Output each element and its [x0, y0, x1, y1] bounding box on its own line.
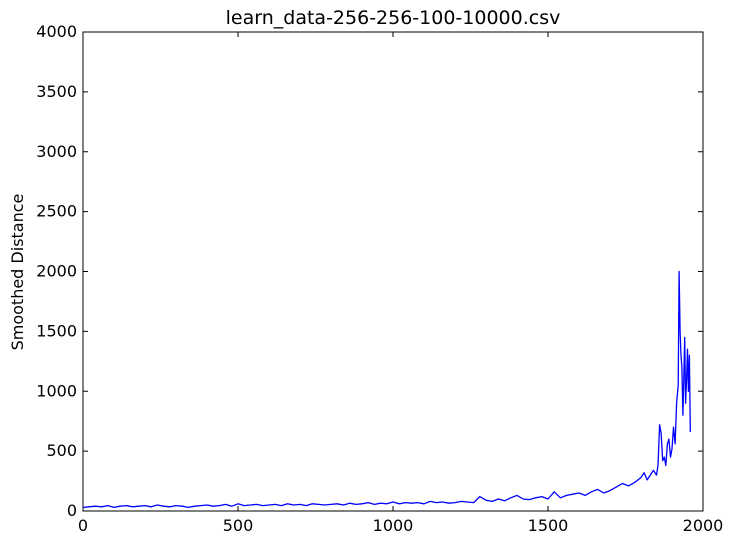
x-tick-label: 0 — [78, 516, 88, 535]
y-tick-label: 2500 — [36, 202, 77, 221]
y-tick-label: 2000 — [36, 262, 77, 281]
y-tick-label: 4000 — [36, 22, 77, 41]
y-tick-label: 0 — [67, 501, 77, 520]
x-tick-label: 1000 — [373, 516, 414, 535]
x-tick-label: 500 — [223, 516, 254, 535]
plot-area — [82, 270, 691, 509]
y-tick-label: 500 — [46, 441, 77, 460]
series-line-0 — [82, 270, 691, 509]
chart-title: learn_data-256-256-100-10000.csv — [226, 7, 561, 29]
y-tick-label: 3000 — [36, 142, 77, 161]
tick-labels: 0 500 1000 1500 2000 0 500 1000 1500 2000 2500 3000… — [36, 22, 723, 535]
y-tick-label: 1000 — [36, 381, 77, 400]
x-tick-label: 2000 — [683, 516, 724, 535]
plot-frame — [82, 31, 704, 512]
y-tick-label: 1500 — [36, 321, 77, 340]
y-tick-label: 3500 — [36, 82, 77, 101]
x-tick-label: 1500 — [528, 516, 569, 535]
y-axis-label: Smoothed Distance — [8, 194, 27, 351]
